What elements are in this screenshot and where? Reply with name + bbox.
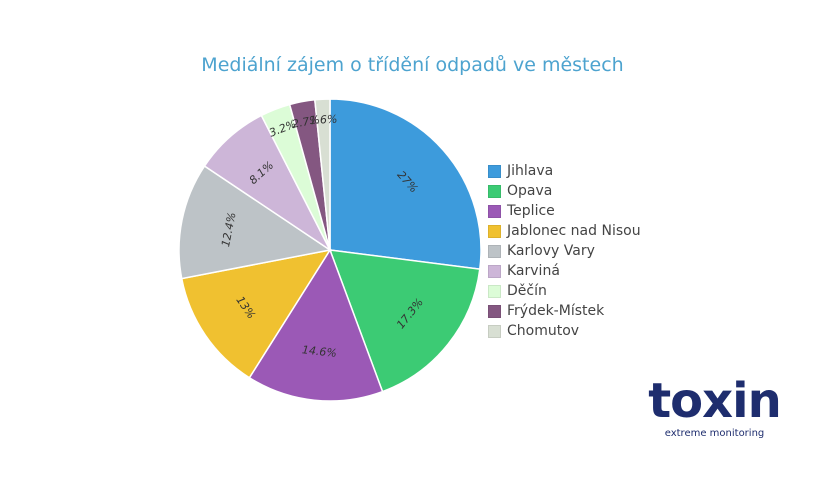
brand-logo: toxin extreme monitoring xyxy=(643,374,786,439)
legend-swatch xyxy=(488,264,501,278)
pie-slice-jihlava[interactable] xyxy=(329,98,482,271)
legend-label: Karviná xyxy=(507,263,560,279)
pie-slice-karlovy-vary[interactable] xyxy=(178,164,332,280)
chart-title: Mediální zájem o třídění odpadů ve měste… xyxy=(201,54,624,76)
legend-item[interactable]: Teplice xyxy=(488,201,641,221)
pie-slices xyxy=(178,98,482,402)
legend-label: Karlovy Vary xyxy=(507,243,595,259)
brand-tagline: extreme monitoring xyxy=(664,428,765,439)
legend-swatch xyxy=(488,324,501,338)
legend-swatch xyxy=(488,244,501,258)
slice-label: 1.6% xyxy=(309,113,338,127)
legend-swatch xyxy=(488,164,501,178)
legend-item[interactable]: Opava xyxy=(488,181,641,201)
pie-slice-chomutov[interactable] xyxy=(314,98,331,251)
legend-swatch xyxy=(488,304,501,318)
pie-slice-jablonec-nad-nisou[interactable] xyxy=(180,248,332,379)
pie-slice-teplice[interactable] xyxy=(248,248,384,402)
brand-name: toxin xyxy=(648,373,782,429)
legend-label: Opava xyxy=(507,183,553,199)
slice-label: 2.7% xyxy=(291,113,321,131)
legend-item[interactable]: Jihlava xyxy=(488,161,641,181)
legend-item[interactable]: Frýdek-Místek xyxy=(488,301,641,321)
legend-swatch xyxy=(488,184,501,198)
legend-label: Chomutov xyxy=(507,323,580,339)
legend-label: Jablonec nad Nisou xyxy=(507,223,641,239)
legend-label: Teplice xyxy=(507,203,555,219)
legend-item[interactable]: Karlovy Vary xyxy=(488,241,641,261)
legend-label: Děčín xyxy=(507,283,547,299)
chart-legend: Jihlava Opava Teplice Jablonec nad Nisou Kar… xyxy=(488,161,641,341)
legend-swatch xyxy=(488,204,501,218)
legend-swatch xyxy=(488,224,501,238)
legend-label: Frýdek-Místek xyxy=(507,303,605,319)
legend-item[interactable]: Chomutov xyxy=(488,321,641,341)
slice-label: 14.6% xyxy=(301,343,337,360)
legend-item[interactable]: Karviná xyxy=(488,261,641,281)
legend-item[interactable]: Děčín xyxy=(488,281,641,301)
legend-label: Jihlava xyxy=(507,163,554,179)
legend-item[interactable]: Jablonec nad Nisou xyxy=(488,221,641,241)
legend-swatch xyxy=(488,284,501,298)
pie-slice-opava[interactable] xyxy=(328,249,481,393)
